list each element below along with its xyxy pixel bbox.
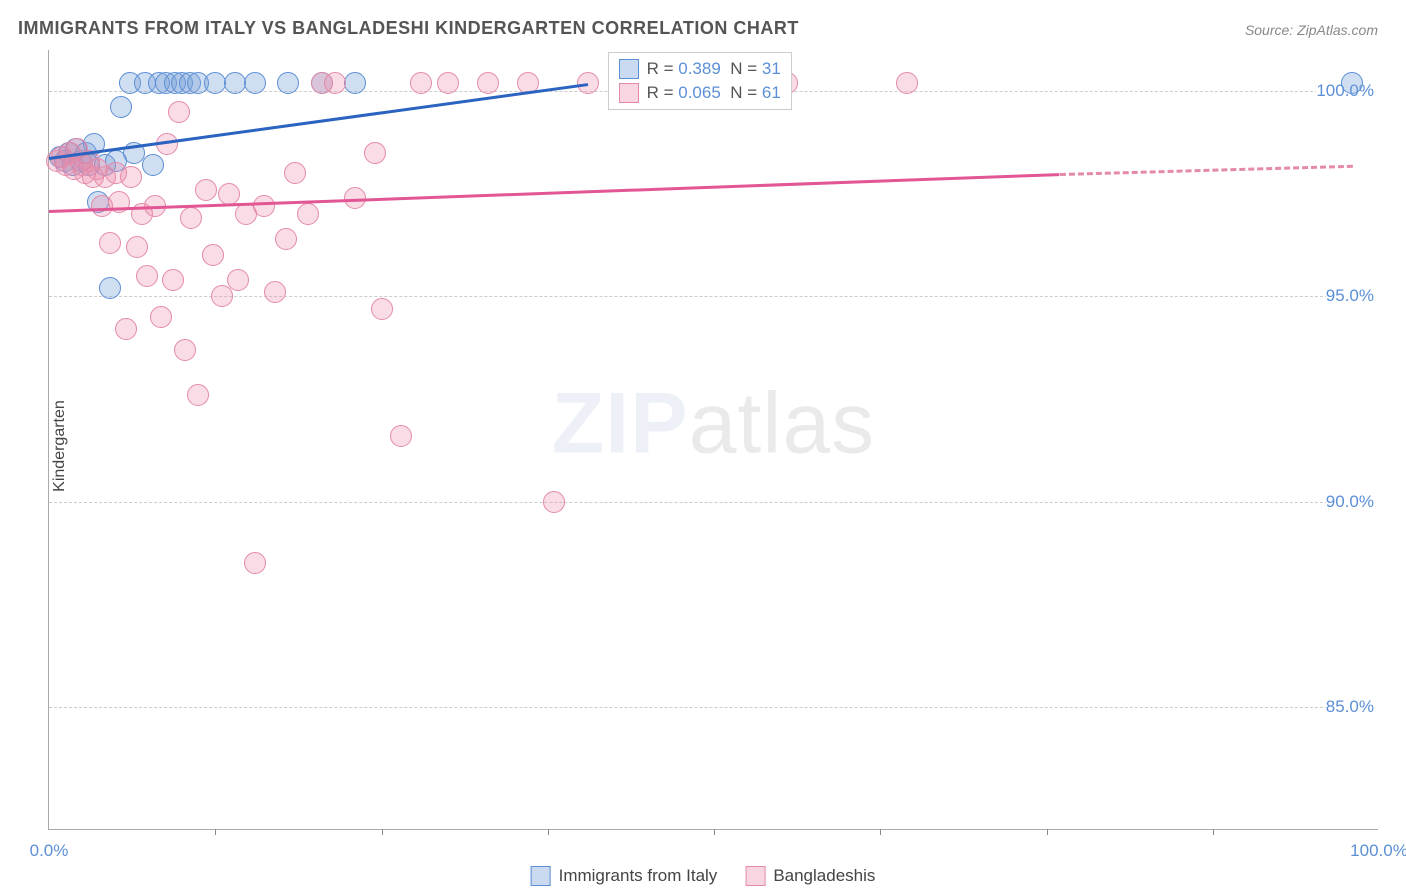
- bottom-legend-item: Immigrants from Italy: [531, 866, 718, 886]
- y-tick-label: 90.0%: [1326, 492, 1380, 512]
- scatter-point: [202, 244, 224, 266]
- bottom-legend-label: Bangladeshis: [773, 866, 875, 886]
- x-minor-tick: [382, 829, 383, 835]
- scatter-point: [253, 195, 275, 217]
- scatter-point: [120, 166, 142, 188]
- scatter-point: [218, 183, 240, 205]
- scatter-point: [275, 228, 297, 250]
- y-tick-label: 95.0%: [1326, 286, 1380, 306]
- y-tick-label: 85.0%: [1326, 697, 1380, 717]
- legend-swatch: [619, 59, 639, 79]
- watermark: ZIPatlas: [552, 374, 875, 473]
- scatter-point: [324, 72, 346, 94]
- scatter-point: [142, 154, 164, 176]
- scatter-point: [371, 298, 393, 320]
- scatter-point: [297, 203, 319, 225]
- watermark-brand-a: ZIP: [552, 375, 689, 471]
- watermark-brand-b: atlas: [689, 375, 876, 471]
- scatter-point: [390, 425, 412, 447]
- chart-title: IMMIGRANTS FROM ITALY VS BANGLADESHI KIN…: [18, 18, 799, 39]
- scatter-point: [477, 72, 499, 94]
- scatter-point: [195, 179, 217, 201]
- scatter-point: [204, 72, 226, 94]
- legend-swatch: [745, 866, 765, 886]
- scatter-point: [150, 306, 172, 328]
- bottom-legend-label: Immigrants from Italy: [559, 866, 718, 886]
- scatter-point: [410, 72, 432, 94]
- scatter-point: [99, 277, 121, 299]
- trend-line: [49, 83, 588, 160]
- scatter-point: [162, 269, 184, 291]
- scatter-point: [577, 72, 599, 94]
- scatter-point: [277, 72, 299, 94]
- scatter-point: [244, 72, 266, 94]
- gridline: [49, 502, 1378, 503]
- x-tick-label: 0.0%: [30, 841, 69, 861]
- x-minor-tick: [714, 829, 715, 835]
- bottom-legend-item: Bangladeshis: [745, 866, 875, 886]
- scatter-point: [99, 232, 121, 254]
- scatter-point: [437, 72, 459, 94]
- scatter-point: [284, 162, 306, 184]
- scatter-point: [344, 72, 366, 94]
- bottom-legend: Immigrants from Italy Bangladeshis: [531, 866, 876, 886]
- scatter-point: [211, 285, 233, 307]
- gridline: [49, 707, 1378, 708]
- trend-line: [1060, 165, 1353, 176]
- scatter-point: [187, 384, 209, 406]
- stats-legend-row: R = 0.065 N = 61: [619, 81, 781, 105]
- gridline: [49, 296, 1378, 297]
- scatter-point: [115, 318, 137, 340]
- legend-swatch: [619, 83, 639, 103]
- scatter-plot-area: ZIPatlas 85.0%90.0%95.0%100.0%0.0%100.0%…: [48, 50, 1378, 830]
- scatter-point: [168, 101, 190, 123]
- scatter-point: [364, 142, 386, 164]
- legend-swatch: [531, 866, 551, 886]
- x-tick-label: 100.0%: [1350, 841, 1406, 861]
- x-minor-tick: [1213, 829, 1214, 835]
- scatter-point: [244, 552, 266, 574]
- stats-legend-text: R = 0.389 N = 31: [647, 59, 781, 79]
- scatter-point: [264, 281, 286, 303]
- x-minor-tick: [1047, 829, 1048, 835]
- stats-legend-text: R = 0.065 N = 61: [647, 83, 781, 103]
- scatter-point: [180, 207, 202, 229]
- stats-legend: R = 0.389 N = 31 R = 0.065 N = 61: [608, 52, 792, 110]
- scatter-point: [896, 72, 918, 94]
- scatter-point: [227, 269, 249, 291]
- scatter-point: [224, 72, 246, 94]
- x-minor-tick: [215, 829, 216, 835]
- stats-legend-row: R = 0.389 N = 31: [619, 57, 781, 81]
- scatter-point: [174, 339, 196, 361]
- scatter-point: [110, 96, 132, 118]
- scatter-point: [136, 265, 158, 287]
- scatter-point: [126, 236, 148, 258]
- x-minor-tick: [880, 829, 881, 835]
- scatter-point: [1341, 72, 1363, 94]
- source-attribution: Source: ZipAtlas.com: [1245, 22, 1378, 38]
- scatter-point: [543, 491, 565, 513]
- x-minor-tick: [548, 829, 549, 835]
